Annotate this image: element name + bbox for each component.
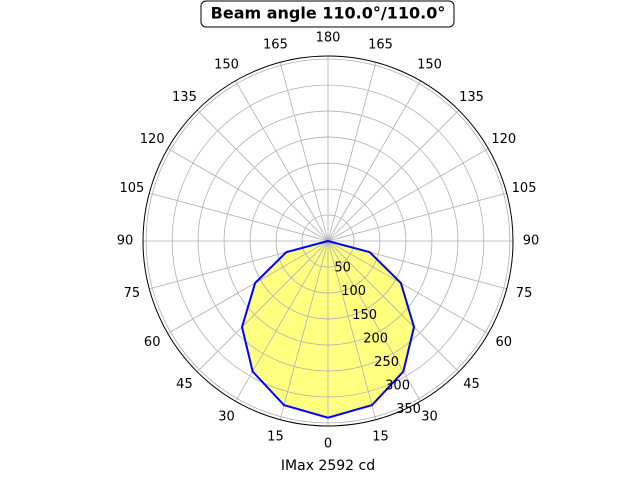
grid-spoke [327,80,421,242]
grid-spoke [167,240,329,334]
grid-spoke [327,148,489,242]
grid-spoke [149,192,329,242]
grid-spoke [327,109,460,242]
theta-tick-label: 0 [324,437,332,452]
grid-spoke [167,148,329,242]
grid-spoke [235,80,329,242]
r-tick-label: 250 [374,355,399,370]
grid-spoke [196,240,329,373]
theta-tick-label: 90 [523,234,540,249]
theta-tick-label: 120 [491,132,516,147]
outer-frame [142,55,514,427]
r-tick-label: 50 [334,261,351,276]
grid-spoke [279,62,329,242]
theta-tick-label: 165 [263,37,288,52]
grid-spoke [327,192,507,242]
x-axis-label: IMax 2592 cd [281,458,375,474]
theta-tick-label: 75 [516,286,533,301]
chart-title: Beam angle 110.0°/110.0° [211,4,446,23]
theta-tick-label: 15 [267,430,284,445]
theta-tick-label: 135 [459,90,484,105]
theta-tick-label: 75 [124,286,141,301]
grid-spoke [196,109,329,242]
theta-tick-label: 45 [463,377,480,392]
grid-spoke [327,240,377,420]
theta-tick-label: 105 [120,181,145,196]
r-tick-label: 100 [341,284,366,299]
grid-spoke [327,62,377,242]
theta-tick-label: 90 [117,234,134,249]
grid-spoke [327,240,421,402]
theta-tick-label: 105 [512,181,537,196]
grid-spoke [327,240,489,334]
theta-tick-label: 45 [176,377,193,392]
theta-tick-label: 60 [496,335,513,350]
theta-tick-label: 150 [417,58,442,73]
beam-line [240,239,416,419]
grid-spoke [279,240,329,420]
r-tick-label: 150 [352,308,377,323]
grid-spoke [235,240,329,402]
theta-tick-label: 180 [316,31,341,46]
r-tick-label: 200 [363,331,388,346]
theta-tick-label: 120 [140,132,165,147]
theta-tick-label: 30 [421,409,438,424]
theta-tick-label: 15 [372,430,389,445]
grid-spoke [327,240,460,373]
theta-tick-label: 135 [172,90,197,105]
r-tick-label: 350 [396,402,421,417]
theta-tick-label: 60 [144,335,161,350]
theta-tick-label: 165 [368,37,393,52]
title-box [200,0,455,28]
theta-tick-label: 150 [214,58,239,73]
theta-tick-label: 30 [218,409,235,424]
r-tick-label: 300 [385,378,410,393]
